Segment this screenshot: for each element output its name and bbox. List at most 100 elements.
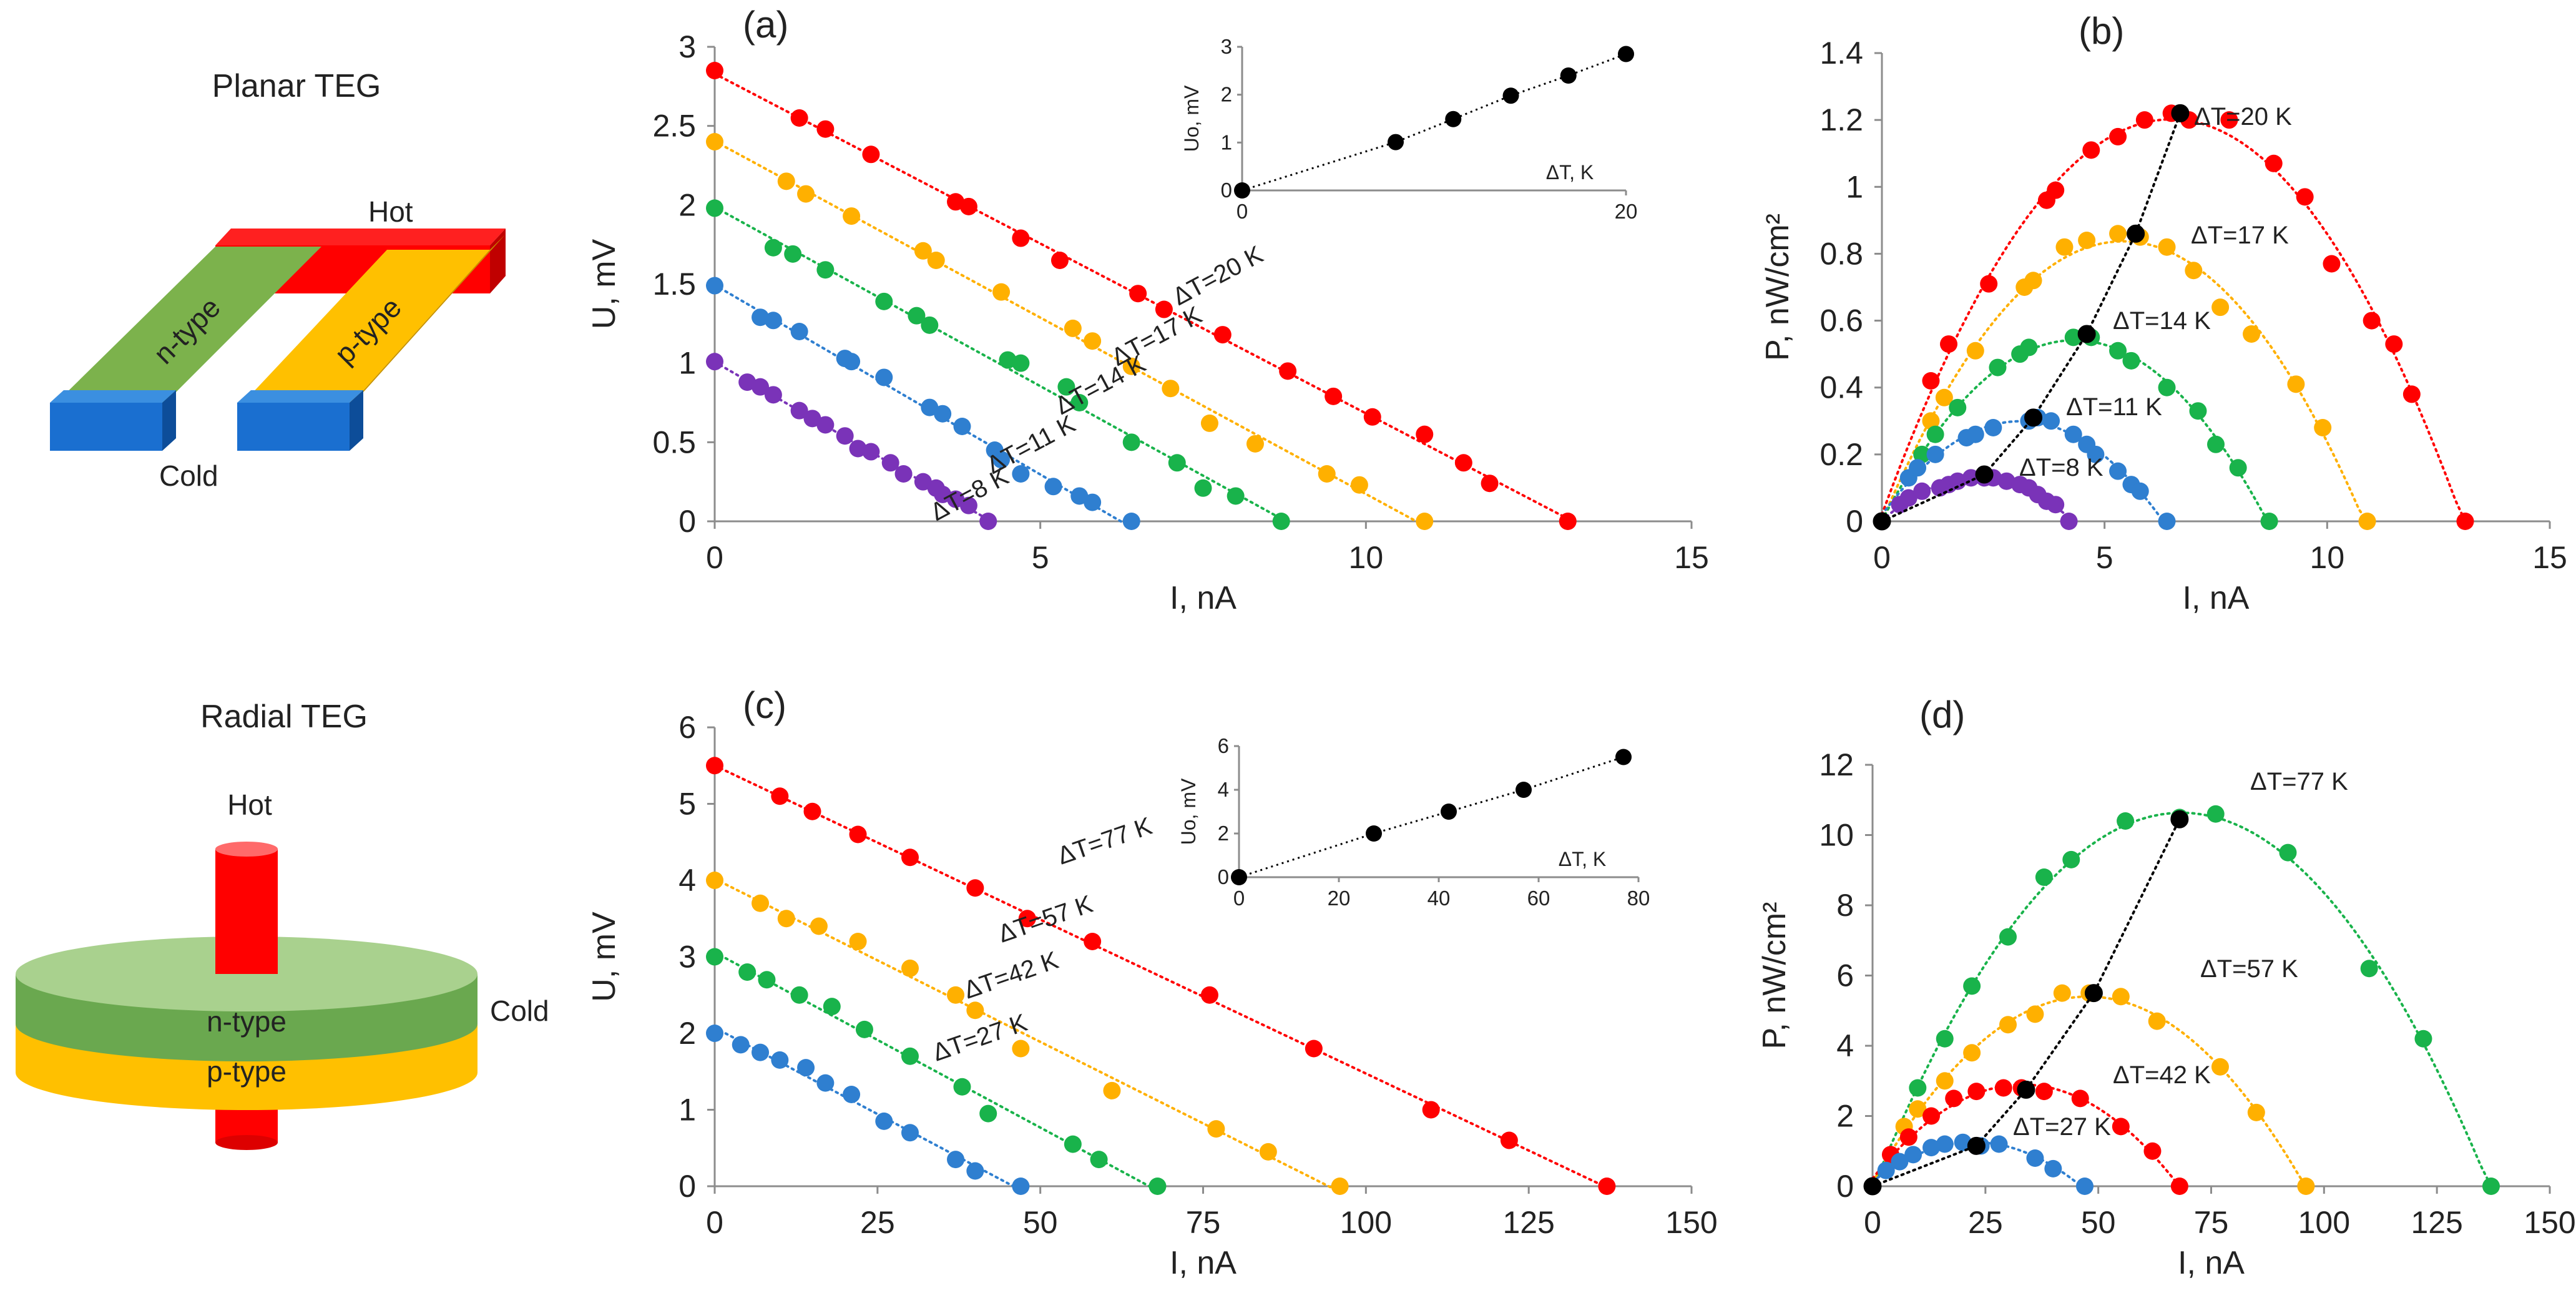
chart-b-series-label: ΔT=20 K xyxy=(2194,103,2292,130)
chart-b-data-point xyxy=(1922,412,1940,430)
chart-b-data-point xyxy=(1926,425,1944,443)
chart-b-data-point xyxy=(1873,512,1891,531)
chart-b-y-tick-label: 0.6 xyxy=(1819,303,1863,338)
chart-a-data-point xyxy=(816,261,835,279)
chart-a-data-point xyxy=(1084,493,1102,511)
chart-d-x-tick-label: 0 xyxy=(1864,1205,1881,1240)
chart-a-data-point xyxy=(706,199,723,217)
chart-a-data-point xyxy=(1064,319,1082,337)
chart-c-data-point xyxy=(1305,1040,1323,1058)
chart-a-y-title: U, mV xyxy=(586,238,622,329)
inset-a-x-title: ΔT, K xyxy=(1546,161,1594,184)
radial-rod-top xyxy=(215,849,278,974)
chart-a-x-tick-label: 5 xyxy=(1032,540,1049,575)
chart-d-series-0: ΔT=77 K xyxy=(1864,768,2500,1195)
chart-c-data-point xyxy=(738,963,757,981)
chart-a-data-point xyxy=(1162,380,1180,398)
chart-a-data-point xyxy=(1318,465,1336,483)
chart-b-data-point xyxy=(2363,312,2381,330)
inset-a-y-tick-label: 0 xyxy=(1221,179,1232,202)
chart-c-data-point xyxy=(855,1020,873,1038)
chart-b-data-point xyxy=(2109,127,2127,145)
chart-a-data-point xyxy=(992,451,1011,469)
inset-a-y-title: Uo, mV xyxy=(1180,85,1203,152)
chart-d-series-4 xyxy=(1863,810,2189,1196)
chart-b-x-tick-label: 5 xyxy=(2096,540,2113,575)
chart-c-x-tick-label: 25 xyxy=(860,1205,895,1240)
chart-a-data-point xyxy=(992,283,1011,301)
radial-p-type-label: p-type xyxy=(207,1055,286,1088)
chart-c-data-point xyxy=(1018,910,1036,928)
chart-a-data-point xyxy=(1155,300,1173,318)
chart-c-data-point xyxy=(1422,1101,1440,1119)
planar-cold-label: Cold xyxy=(159,460,218,492)
chart-d-data-point xyxy=(2279,843,2297,862)
chart-a-inset: 0 20 0 1 2 3 ΔT, K Uo, mV xyxy=(1180,35,1637,223)
chart-a-data-point xyxy=(849,440,867,458)
chart-b-data-point xyxy=(2109,462,2127,480)
chart-d-y-tick-label: 8 xyxy=(1836,888,1854,923)
chart-d-fit-line xyxy=(1871,995,2308,1187)
chart-a-data-point xyxy=(752,378,770,396)
inset-c-x-tick-label: 0 xyxy=(1233,887,1245,910)
chart-c-data-point xyxy=(849,825,867,843)
chart-c-data-point xyxy=(706,948,723,966)
inset-a-data-point xyxy=(1502,87,1519,104)
chart-a-data-point xyxy=(914,473,932,491)
chart-d-data-point xyxy=(1936,1030,1954,1048)
chart-d-series-3: ΔT=27 K xyxy=(1864,1113,2111,1195)
panel-label-d: (d) xyxy=(1919,694,1965,735)
planar-hot-bar-top xyxy=(215,229,506,245)
chart-a-data-point xyxy=(1012,354,1030,372)
chart-c-data-point xyxy=(953,1078,971,1096)
chart-c-data-point xyxy=(1090,1151,1108,1169)
chart-d-y-title: P, nW/cm² xyxy=(1756,902,1793,1050)
chart-d-y-tick-label: 12 xyxy=(1819,747,1854,782)
chart-a-data-point xyxy=(1084,332,1102,350)
chart-d-data-point xyxy=(2026,1149,2044,1167)
chart-d-series-label: ΔT=42 K xyxy=(2113,1061,2211,1089)
chart-c-data-point xyxy=(875,1112,893,1130)
chart-a-data-point xyxy=(1168,454,1186,472)
chart-d-data-point xyxy=(1963,1044,1981,1062)
radial-n-type-label: n-type xyxy=(207,1005,286,1038)
chart-c-data-point xyxy=(1259,1143,1277,1161)
chart-c-data-point xyxy=(790,986,808,1004)
chart-c-x-title: I, nA xyxy=(1170,1245,1237,1281)
chart-c-data-point xyxy=(1103,1081,1121,1099)
chart-d-data-point xyxy=(2360,960,2378,978)
chart-a-data-point xyxy=(1481,474,1499,493)
chart-d-data-point xyxy=(2211,1058,2229,1076)
chart-c-y-tick-label: 2 xyxy=(678,1016,696,1051)
chart-b-data-point xyxy=(2185,262,2203,280)
chart-d-data-point xyxy=(2414,1030,2432,1048)
chart-a-data-point xyxy=(1122,357,1140,375)
radial-hot-label: Hot xyxy=(227,789,272,821)
chart-d-x-tick-label: 50 xyxy=(2081,1205,2116,1240)
chart-d-data-point xyxy=(1945,1089,1963,1108)
chart-d-x-tick-label: 150 xyxy=(2524,1205,2575,1240)
chart-d-data-point xyxy=(1899,1128,1917,1146)
chart-c-data-point xyxy=(1012,1178,1030,1195)
chart-d-data-point xyxy=(1909,1100,1927,1118)
chart-a-data-point xyxy=(1416,425,1434,443)
radial-cold-label: Cold xyxy=(490,995,549,1027)
chart-b-series-label: ΔT=14 K xyxy=(2113,307,2211,335)
chart-a-data-point xyxy=(894,465,913,483)
chart-c-data-point xyxy=(777,910,795,928)
chart-a-data-point xyxy=(1416,513,1434,530)
chart-a-data-point xyxy=(1363,408,1381,426)
chart-b-data-point xyxy=(2131,482,2149,500)
chart-a-data-point xyxy=(1200,414,1218,432)
chart-d-data-point xyxy=(1877,1161,1895,1179)
chart-a-data-point xyxy=(908,307,926,325)
chart-b-data-point xyxy=(2024,272,2042,290)
inset-a-data-point xyxy=(1388,134,1404,150)
chart-a-data-point xyxy=(959,496,977,514)
chart-c-y-tick-label: 0 xyxy=(678,1169,696,1204)
chart-a-y-tick-label: 0 xyxy=(678,504,696,539)
chart-c-data-point xyxy=(966,1001,984,1020)
inset-c-x-tick-label: 40 xyxy=(1428,887,1451,910)
chart-a-data-point xyxy=(862,145,880,164)
